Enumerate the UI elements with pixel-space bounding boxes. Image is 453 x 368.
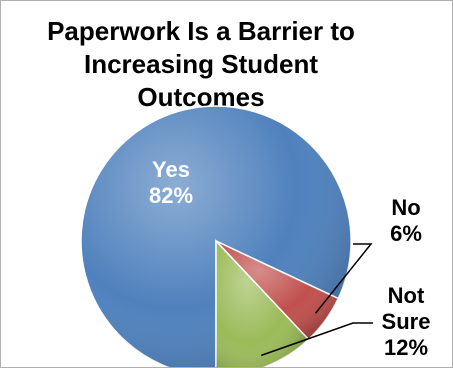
chart-title-line-2: Increasing Student (83, 49, 319, 79)
chart-title-line-1: Paperwork Is a Barrier to (47, 16, 355, 46)
slice-label-yes-value: 82% (148, 183, 194, 208)
pie-slice-gloss-0 (81, 106, 351, 367)
slice-label-not-sure-line-2: Sure (381, 309, 431, 334)
slice-label-yes-name: Yes (152, 157, 190, 182)
slice-label-not-sure-line-1: Not (387, 283, 425, 308)
chart-title: Paperwork Is a Barrier to Increasing Stu… (1, 15, 401, 114)
pie-slice-gloss-1 (216, 241, 339, 340)
leader-line-no (314, 243, 373, 314)
slice-label-no-value: 6% (390, 221, 422, 246)
slice-label-no-name: No (391, 195, 421, 220)
slice-label-not-sure: Not Sure 12% (371, 283, 441, 361)
pie-slice-gloss-2 (216, 241, 309, 367)
leader-line-not-sure (261, 322, 373, 357)
slice-label-not-sure-value: 12% (383, 335, 429, 360)
slice-label-yes: Yes 82% (131, 157, 211, 209)
slice-label-no: No 6% (371, 195, 441, 247)
